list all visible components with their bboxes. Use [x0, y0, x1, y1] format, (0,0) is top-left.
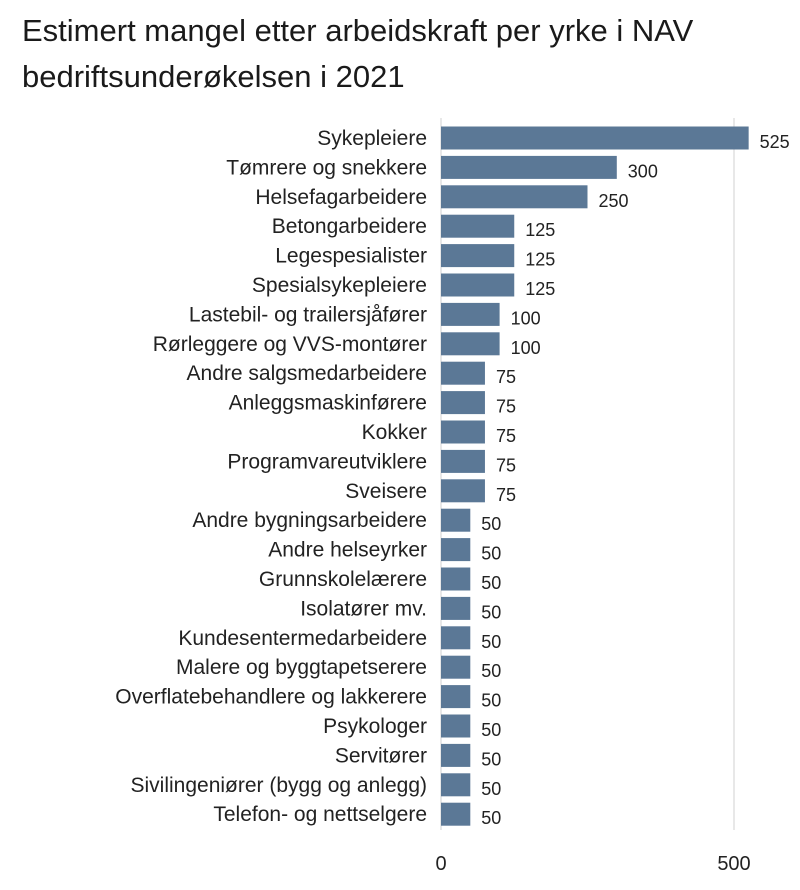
category-label: Helsefagarbeidere: [255, 186, 427, 209]
value-label: 50: [481, 602, 501, 622]
category-label: Andre salgsmedarbeidere: [187, 362, 427, 385]
bar-16: [441, 567, 471, 591]
bar-18: [441, 626, 471, 650]
bar-17: [441, 596, 471, 620]
bar-23: [441, 773, 471, 797]
value-label: 50: [481, 779, 501, 799]
value-label: 100: [511, 308, 541, 328]
bar-9: [441, 361, 485, 385]
category-label: Lastebil- og trailersjåfører: [189, 303, 427, 326]
bar-14: [441, 508, 471, 532]
bar-7: [441, 302, 500, 326]
label-layer: Sykepleiere 525 Tømrere og snekkere 300 Hels…: [115, 127, 789, 828]
value-label: 75: [496, 455, 516, 475]
tick-layer: 0 500: [435, 853, 750, 875]
category-label: Kundesentermedarbeidere: [178, 627, 427, 650]
bar-12: [441, 449, 485, 473]
bar-24: [441, 802, 471, 826]
value-label: 50: [481, 514, 501, 534]
value-label: 125: [525, 220, 555, 240]
category-label: Sveisere: [345, 480, 427, 503]
value-label: 125: [525, 250, 555, 270]
bar-3: [441, 185, 588, 209]
category-label: Malere og byggtapetserere: [176, 656, 427, 679]
bar-2: [441, 155, 617, 179]
bar-19: [441, 655, 471, 679]
bar-4: [441, 214, 515, 238]
value-label: 50: [481, 661, 501, 681]
value-label: 75: [496, 367, 516, 387]
bar-1: [441, 126, 749, 150]
category-label: Andre helseyrker: [268, 539, 427, 562]
bar-6: [441, 273, 515, 297]
value-label: 100: [511, 338, 541, 358]
category-label: Kokker: [362, 421, 427, 444]
category-label: Psykologer: [323, 715, 427, 738]
category-label: Grunnskolelærere: [259, 568, 427, 591]
bar-15: [441, 538, 471, 562]
value-label: 75: [496, 485, 516, 505]
bar-layer: [441, 126, 749, 826]
value-label: 50: [481, 573, 501, 593]
category-label: Spesialsykepleiere: [252, 274, 427, 297]
value-label: 75: [496, 426, 516, 446]
value-label: 50: [481, 808, 501, 828]
value-label: 525: [760, 132, 790, 152]
category-label: Servitører: [335, 744, 427, 767]
value-label: 125: [525, 279, 555, 299]
value-label: 50: [481, 632, 501, 652]
category-label: Legespesialister: [275, 245, 427, 268]
bar-13: [441, 479, 485, 503]
value-label: 50: [481, 720, 501, 740]
value-label: 50: [481, 691, 501, 711]
category-label: Overflatebehandlere og lakkerere: [115, 686, 427, 709]
category-label: Telefon- og nettselgere: [213, 803, 427, 826]
chart-title-line-2: bedriftsunderøkelsen i 2021: [22, 59, 405, 94]
category-label: Tømrere og snekkere: [226, 156, 427, 179]
bar-20: [441, 685, 471, 709]
category-label: Betongarbeidere: [272, 215, 427, 238]
category-label: Sivilingeniører (bygg og anlegg): [131, 774, 428, 797]
category-label: Sykepleiere: [317, 127, 427, 150]
chart-title-line-1: Estimert mangel etter arbeidskraft per y…: [22, 13, 694, 48]
category-label: Isolatører mv.: [300, 597, 427, 620]
bar-8: [441, 332, 500, 356]
bar-22: [441, 743, 471, 767]
x-tick-label: 0: [435, 853, 446, 875]
bar-5: [441, 244, 515, 268]
category-label: Anleggsmaskinførere: [229, 392, 427, 415]
value-label: 50: [481, 749, 501, 769]
x-tick-label: 500: [717, 853, 750, 875]
value-label: 250: [599, 191, 629, 211]
bar-21: [441, 714, 471, 738]
category-label: Programvareutviklere: [227, 450, 427, 473]
value-label: 300: [628, 161, 658, 181]
category-label: Andre bygningsarbeidere: [192, 509, 427, 532]
value-label: 50: [481, 544, 501, 564]
bar-11: [441, 420, 485, 444]
category-label: Rørleggere og VVS-montører: [153, 333, 427, 356]
bar-10: [441, 391, 485, 415]
value-label: 75: [496, 397, 516, 417]
chart-title: Estimert mangel etter arbeidskraft per y…: [22, 8, 792, 100]
